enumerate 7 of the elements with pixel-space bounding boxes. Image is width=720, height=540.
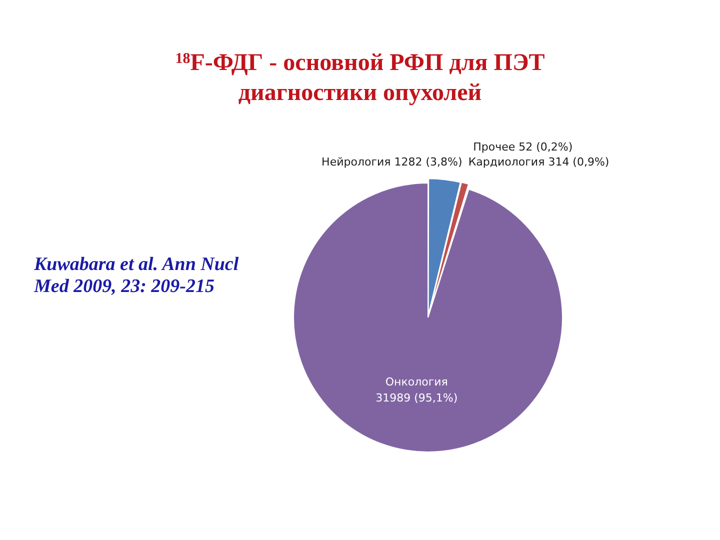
- chart-title: $^{18}$F-ФДГ - основной РФП для ПЭТ диагностики опухолей: [174, 49, 546, 108]
- slice-label: Нейрология 1282 (3,8%): [322, 155, 462, 168]
- data-label: 31989 (95,1%): [376, 391, 458, 404]
- text: Kuwabara et al. Ann Nucl Med 2009, 23: 209-215: [34, 254, 240, 298]
- slice-label: Прочее 52 (0,2%): [473, 140, 573, 154]
- slice-label: Кардиология 314 (0,9%): [468, 155, 610, 168]
- slice-label: Онкология: [385, 375, 448, 388]
